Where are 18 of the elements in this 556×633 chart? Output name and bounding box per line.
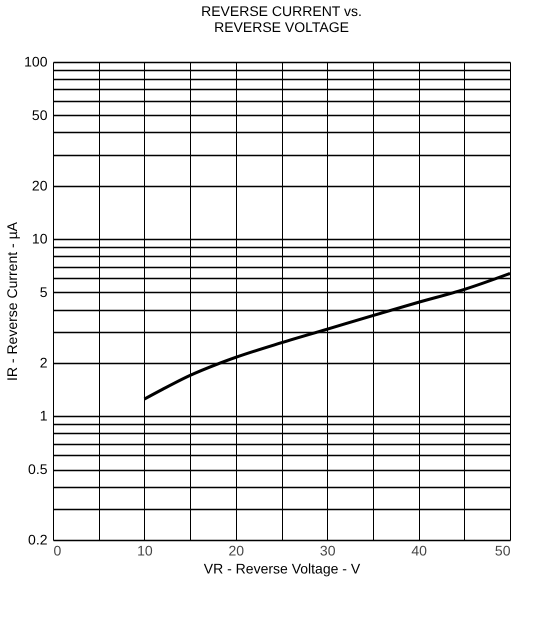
y-tick-label: 0.5 xyxy=(28,461,48,478)
y-tick-label: 5 xyxy=(40,284,48,300)
x-tick-label: 40 xyxy=(411,542,428,558)
y-tick-label: 2 xyxy=(40,354,48,370)
y-tick-label: 20 xyxy=(32,177,48,194)
y-tick-label: 0.2 xyxy=(28,532,48,548)
x-tick-label: 0 xyxy=(54,542,62,558)
y-tick-label: 1 xyxy=(40,408,48,424)
chart-title: REVERSE CURRENT vs. REVERSE VOLTAGE xyxy=(201,3,362,35)
x-tick-label: 10 xyxy=(137,542,153,558)
x-tick-label: 30 xyxy=(320,542,336,558)
x-tick-label: 20 xyxy=(228,542,244,558)
y-axis-title: IR - Reverse Current - µA xyxy=(4,221,20,381)
x-axis-title: VR - Reverse Voltage - V xyxy=(204,560,361,576)
y-tick-label: 50 xyxy=(32,106,48,123)
y-tick-label: 10 xyxy=(32,230,48,247)
x-tick-label: 50 xyxy=(494,542,511,558)
y-tick-label: 100 xyxy=(24,54,48,70)
